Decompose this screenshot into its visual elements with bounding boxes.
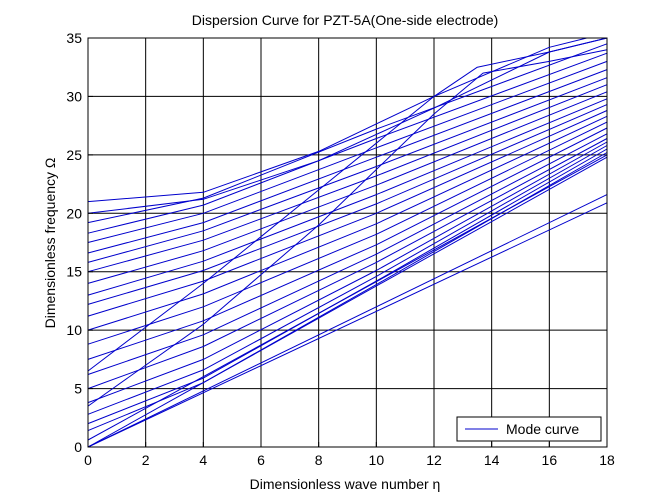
mode-curve-22 bbox=[87, 52, 608, 234]
y-tick-label: 0 bbox=[74, 439, 82, 455]
mode-curve-18 bbox=[87, 84, 608, 273]
x-tick-label: 2 bbox=[142, 452, 150, 468]
plot-area bbox=[87, 37, 608, 448]
mode-curve-8 bbox=[87, 141, 608, 404]
mode-curve-25 bbox=[87, 37, 587, 203]
mode-curve-23 bbox=[87, 43, 608, 224]
y-tick-label: 10 bbox=[66, 322, 82, 338]
mode-curve-15 bbox=[87, 104, 608, 305]
mode-curve-13 bbox=[87, 115, 608, 331]
y-tick-label: 5 bbox=[74, 381, 82, 397]
x-tick-label: 8 bbox=[315, 452, 323, 468]
y-axis-label: Dimensionless frequency Ω bbox=[42, 158, 58, 329]
series-layer bbox=[87, 37, 608, 448]
x-tick-label: 0 bbox=[84, 452, 92, 468]
y-tick-label: 35 bbox=[66, 30, 82, 46]
mode-curve-20 bbox=[87, 69, 608, 254]
mode-curve-5 bbox=[87, 152, 608, 432]
x-tick-label: 18 bbox=[599, 452, 615, 468]
x-axis-label: Dimensionless wave number η bbox=[250, 476, 441, 492]
mode-curve-26 bbox=[87, 37, 608, 372]
mode-curve-10 bbox=[87, 133, 608, 375]
plot-border bbox=[87, 37, 608, 448]
mode-curve-19 bbox=[87, 77, 608, 263]
axes-layer: 0 2 4 6 8 10 12 14 16 18 0 5 10 15 20 25 30 35 bbox=[66, 30, 615, 468]
mode-curve-17 bbox=[87, 91, 608, 284]
y-tick-label: 20 bbox=[66, 205, 82, 221]
mode-curve-12 bbox=[87, 121, 608, 345]
mode-curve-2 bbox=[87, 194, 608, 448]
mode-curve-3 bbox=[87, 156, 608, 448]
mode-curve-9 bbox=[87, 138, 608, 390]
x-tick-label: 4 bbox=[199, 452, 207, 468]
mode-curve-16 bbox=[87, 98, 608, 296]
x-tick-label: 10 bbox=[369, 452, 385, 468]
mode-curve-1 bbox=[87, 202, 608, 448]
x-tick-label: 6 bbox=[257, 452, 265, 468]
legend-label: Mode curve bbox=[506, 421, 579, 437]
x-tick-label: 12 bbox=[426, 452, 442, 468]
mode-curve-6 bbox=[87, 148, 608, 425]
mode-curve-27 bbox=[87, 49, 608, 407]
mode-curve-14 bbox=[87, 110, 608, 317]
x-tick-label: 16 bbox=[542, 452, 558, 468]
mode-curve-11 bbox=[87, 127, 608, 360]
y-tick-label: 15 bbox=[66, 264, 82, 280]
legend: Mode curve bbox=[456, 416, 602, 442]
y-tick-label: 30 bbox=[66, 88, 82, 104]
mode-curve-7 bbox=[87, 145, 608, 415]
chart-title: Dispersion Curve for PZT-5A(One-side ele… bbox=[192, 12, 499, 28]
mode-curve-21 bbox=[87, 60, 608, 243]
x-tick-label: 14 bbox=[484, 452, 500, 468]
y-tick-label: 25 bbox=[66, 147, 82, 163]
